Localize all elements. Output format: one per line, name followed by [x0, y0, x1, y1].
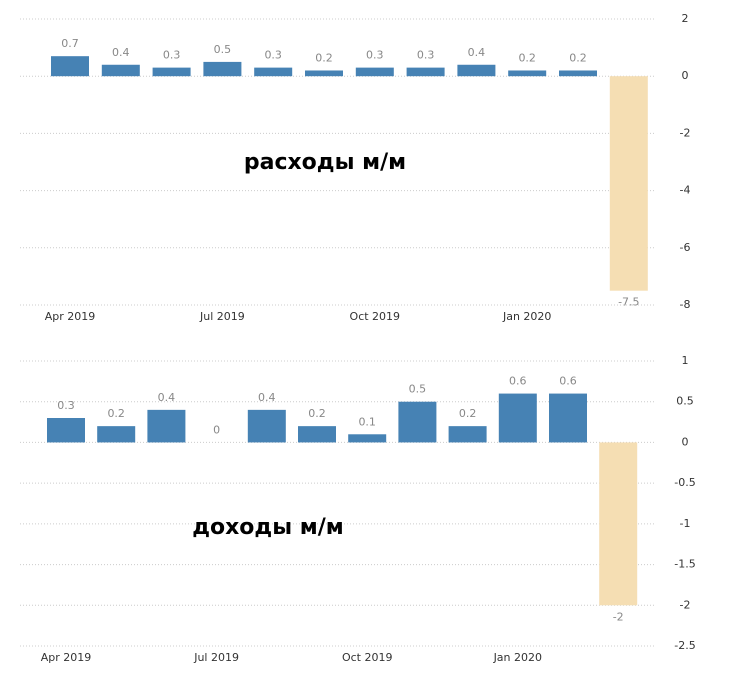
x-tick-label: Oct 2019 — [342, 651, 393, 664]
data-label: 0.6 — [509, 375, 527, 388]
data-label: 0.3 — [163, 49, 181, 62]
data-label: 0.2 — [315, 51, 333, 64]
x-tick-label: Apr 2019 — [45, 310, 96, 323]
bar — [559, 70, 597, 77]
y-tick-label: 0.5 — [676, 395, 694, 408]
data-label: 0.4 — [468, 46, 486, 59]
y-tick-label: -0.5 — [674, 476, 695, 489]
x-tick-label: Jul 2019 — [199, 310, 245, 323]
data-label: 0.4 — [112, 46, 130, 59]
x-tick-label: Jan 2020 — [502, 310, 551, 323]
data-label: 0.4 — [258, 391, 276, 404]
y-tick-label: -1 — [680, 517, 691, 530]
bar — [406, 67, 445, 77]
data-label: 0.2 — [107, 407, 125, 420]
bar — [254, 67, 293, 77]
data-label: 0.4 — [158, 391, 176, 404]
bar — [498, 393, 537, 443]
bar — [298, 426, 336, 443]
data-label: -2 — [613, 610, 624, 623]
y-tick-label: -2 — [680, 126, 691, 139]
bar — [47, 418, 85, 443]
bar — [457, 64, 496, 77]
data-label: 0.1 — [358, 415, 376, 428]
y-tick-label: -6 — [680, 241, 691, 254]
y-tick-label: 0 — [682, 69, 689, 82]
y-tick-label: -2.5 — [674, 639, 695, 652]
bar — [203, 61, 242, 77]
annotation: расходы м/м — [244, 150, 406, 175]
bar — [599, 442, 638, 606]
bar — [348, 434, 387, 443]
data-label: 0.7 — [61, 37, 79, 50]
data-label: 0.3 — [417, 49, 435, 62]
data-label: 0.3 — [57, 399, 75, 412]
bar — [549, 393, 587, 443]
x-tick-label: Oct 2019 — [350, 310, 401, 323]
bar — [609, 76, 648, 291]
y-tick-label: 0 — [682, 435, 689, 448]
bar — [147, 409, 186, 443]
y-tick-label: 2 — [682, 12, 689, 25]
data-label: 0.3 — [264, 49, 282, 62]
bar — [247, 409, 286, 443]
data-label: 0.5 — [214, 43, 232, 56]
data-label: 0 — [213, 423, 220, 436]
data-label: 0.2 — [308, 407, 326, 420]
data-label: -7.5 — [618, 296, 639, 309]
data-label: 0.2 — [569, 51, 587, 64]
x-tick-label: Apr 2019 — [41, 651, 92, 664]
bar — [508, 70, 547, 77]
y-tick-label: -2 — [680, 598, 691, 611]
bar — [398, 401, 437, 443]
x-tick-label: Jul 2019 — [193, 651, 239, 664]
data-label: 0.2 — [459, 407, 477, 420]
y-tick-label: 1 — [682, 354, 689, 367]
data-label: 0.5 — [409, 383, 427, 396]
data-label: 0.3 — [366, 49, 384, 62]
y-tick-label: -1.5 — [674, 558, 695, 571]
bar — [51, 56, 89, 77]
bar — [355, 67, 394, 77]
bar — [97, 426, 136, 443]
data-label: 0.2 — [518, 51, 536, 64]
bar — [448, 426, 487, 443]
bar — [101, 64, 140, 77]
y-tick-label: -8 — [680, 298, 691, 311]
annotation: доходы м/м — [192, 515, 344, 540]
x-tick-label: Jan 2020 — [493, 651, 542, 664]
y-tick-label: -4 — [680, 184, 691, 197]
bar — [305, 70, 343, 77]
bar — [152, 67, 191, 77]
data-label: 0.6 — [559, 375, 577, 388]
